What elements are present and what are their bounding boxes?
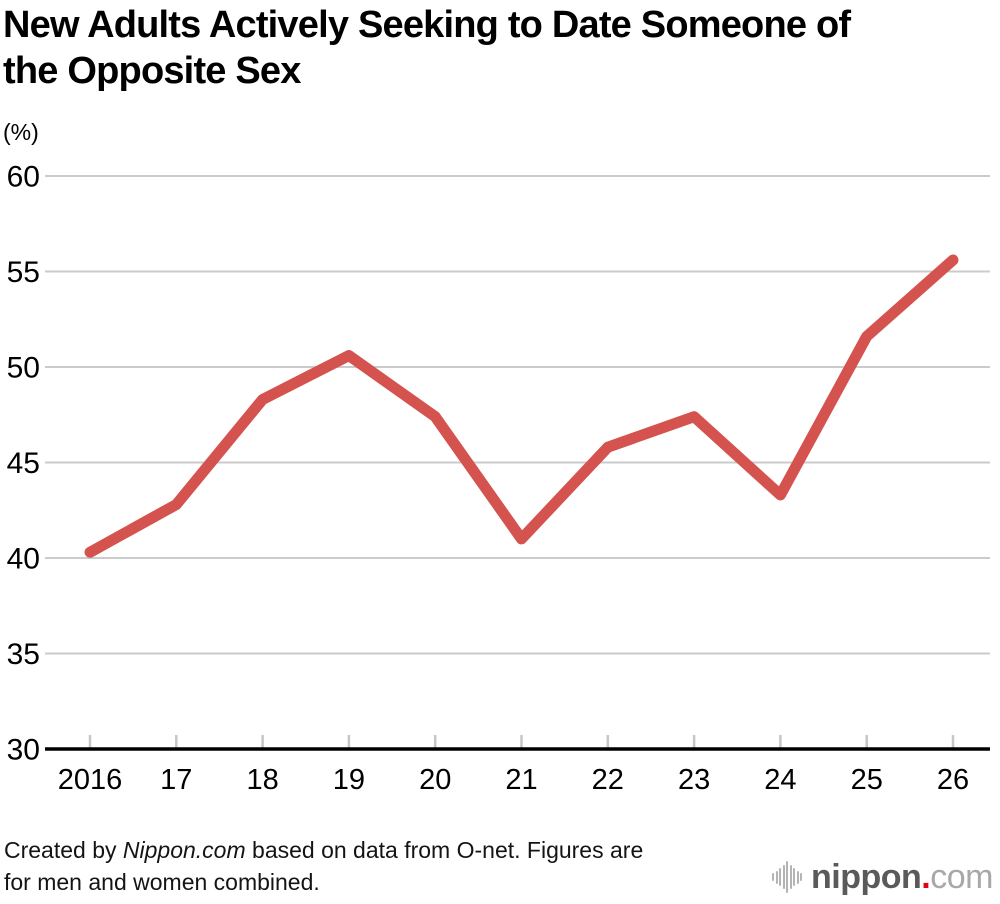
x-tick-label-25: 25 xyxy=(851,764,883,796)
page-title-line1: New Adults Actively Seeking to Date Some… xyxy=(3,4,851,46)
credit-source: Nippon.com xyxy=(122,837,246,863)
y-tick-label-55: 55 xyxy=(7,256,40,289)
x-tick-label-23: 23 xyxy=(678,764,710,796)
waveform-bar-3 xyxy=(782,865,785,889)
y-tick-label-60: 60 xyxy=(7,161,40,194)
waveform-bar-8 xyxy=(800,873,802,881)
waveform-bar-5 xyxy=(789,865,792,889)
waveform-bar-7 xyxy=(796,870,799,884)
x-tick-label-24: 24 xyxy=(764,764,796,796)
waveform-bar-0 xyxy=(772,873,774,881)
page-title-line2: the Opposite Sex xyxy=(3,50,301,92)
x-tick-label-18: 18 xyxy=(246,764,278,796)
y-tick-label-50: 50 xyxy=(7,352,40,385)
waveform-bar-4 xyxy=(786,861,788,893)
page-title: New Adults Actively Seeking to Date Some… xyxy=(3,2,851,94)
x-tick-label-17: 17 xyxy=(160,764,192,796)
nippon-logo-text: nippon . com xyxy=(811,858,993,897)
credit-note: Created by Nippon.com based on data from… xyxy=(4,834,643,898)
logo-dot: . xyxy=(921,857,931,896)
x-tick-label-22: 22 xyxy=(592,764,624,796)
logo-com-text: com xyxy=(930,857,993,896)
x-tick-label-20: 20 xyxy=(419,764,451,796)
y-tick-label-30: 30 xyxy=(7,734,40,767)
y-tick-label-35: 35 xyxy=(7,638,40,671)
logo-nippon-text: nippon xyxy=(811,857,922,896)
y-tick-label-45: 45 xyxy=(7,447,40,480)
waveform-bar-6 xyxy=(793,868,795,886)
waveform-bar-2 xyxy=(779,868,781,886)
x-tick-label-2016: 2016 xyxy=(58,764,123,796)
waveform-bars-icon xyxy=(772,859,802,895)
y-tick-label-40: 40 xyxy=(7,543,40,576)
x-tick-label-21: 21 xyxy=(505,764,537,796)
credit-suffix: based on data from O-net. Figures are fo… xyxy=(4,837,644,895)
x-tick-label-19: 19 xyxy=(333,764,365,796)
credit-prefix: Created by xyxy=(4,837,123,863)
data-line-series xyxy=(84,254,959,558)
x-tick-label-26: 26 xyxy=(937,764,969,796)
y-axis-unit-label: (%) xyxy=(3,119,39,145)
waveform-bar-1 xyxy=(775,870,778,884)
nippon-logo: nippon . com xyxy=(772,855,993,899)
